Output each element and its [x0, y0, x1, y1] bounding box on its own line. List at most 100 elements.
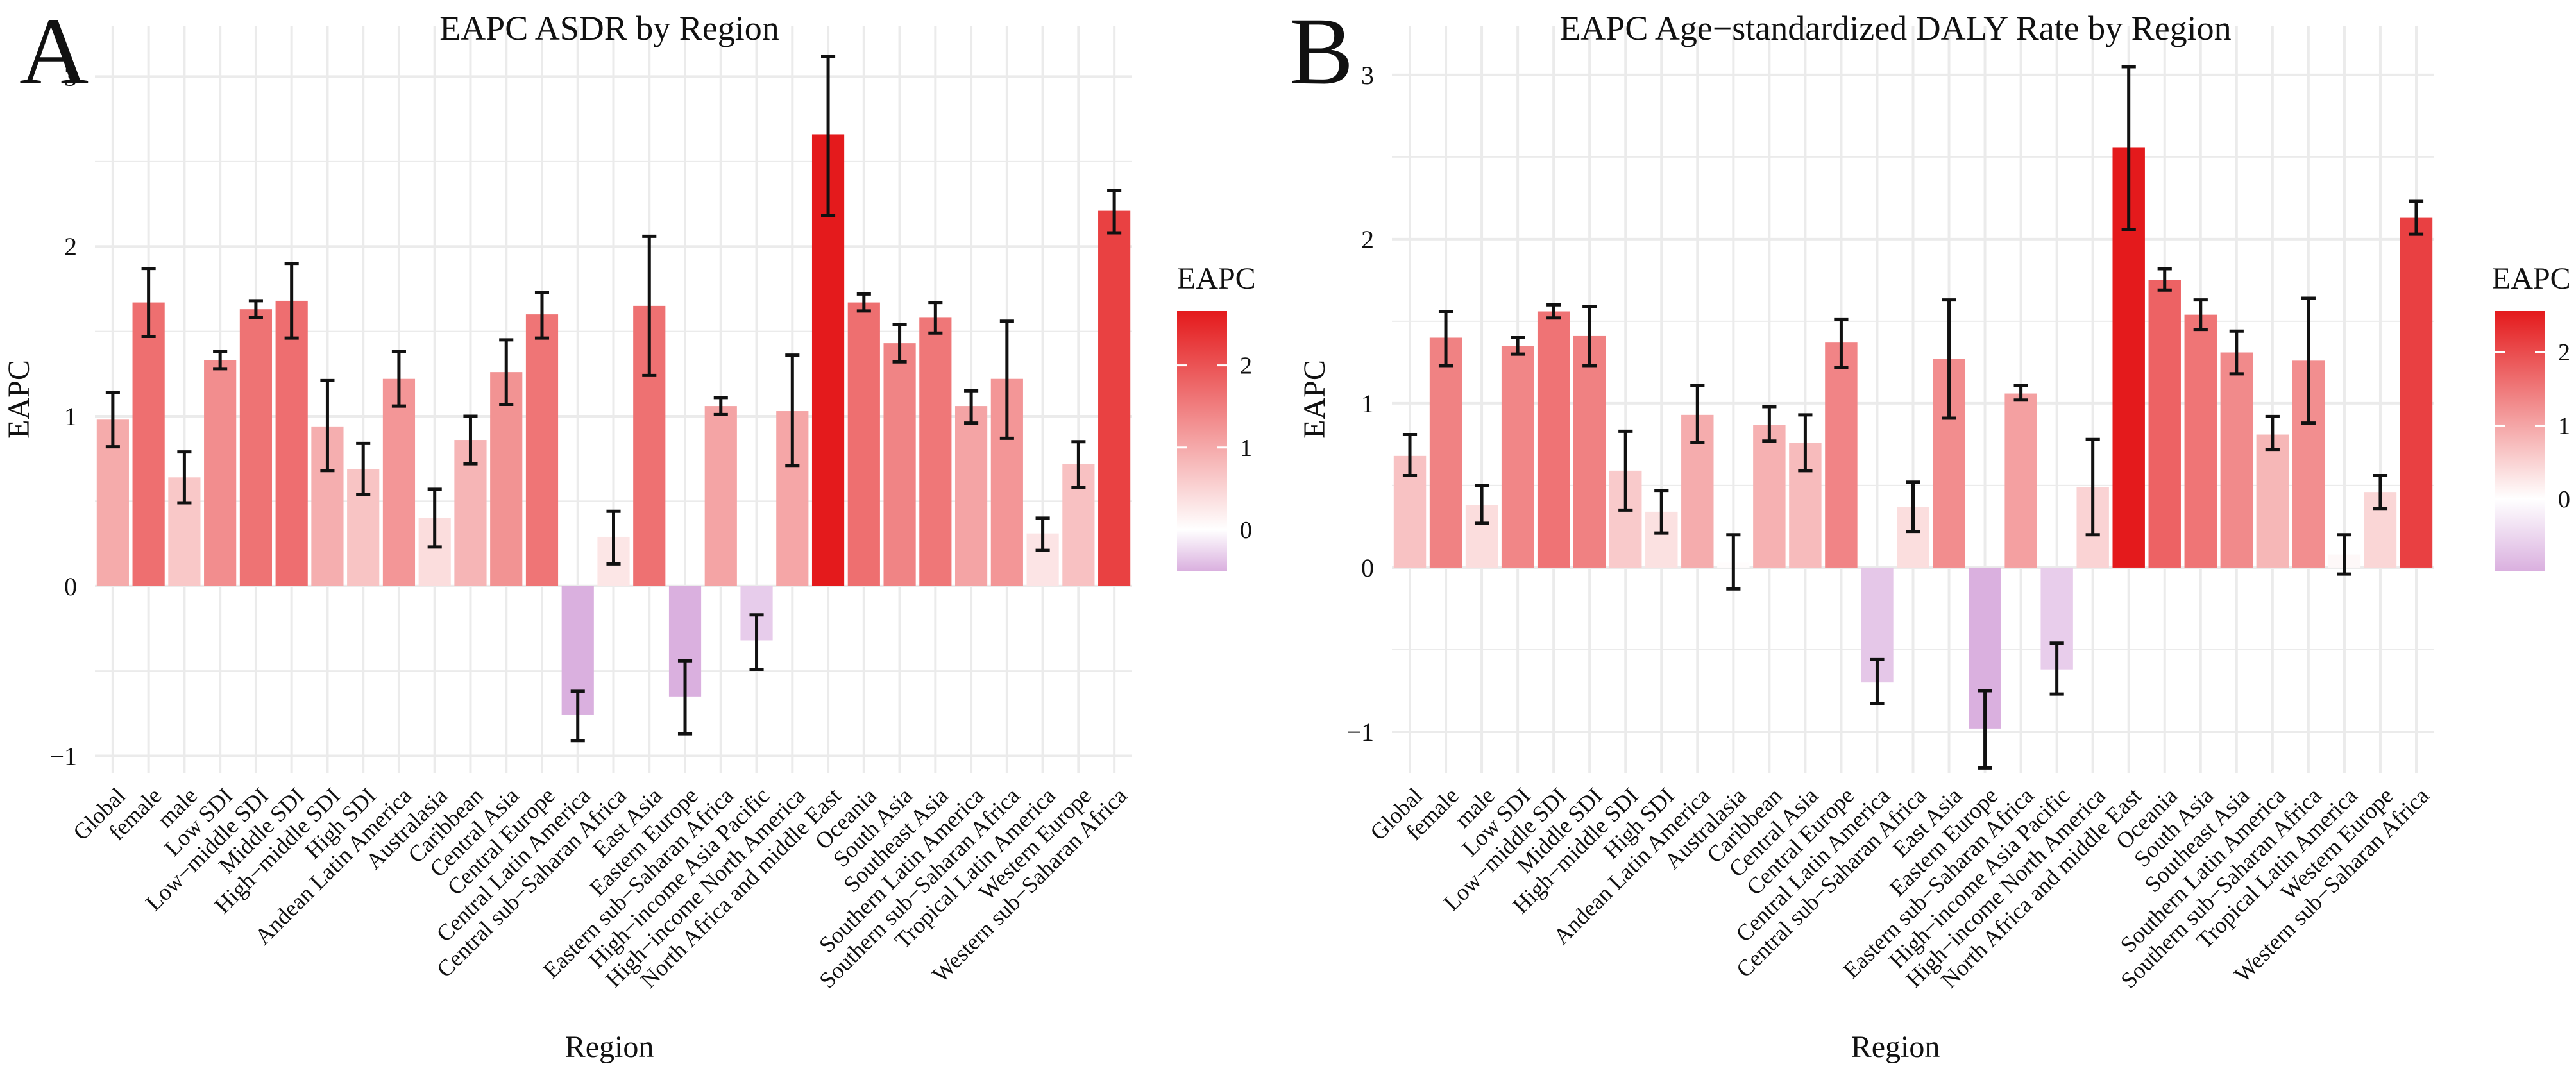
- legend-tick-label: 2: [1240, 353, 1252, 380]
- error-bar-oceania: [2157, 267, 2172, 292]
- error-bar-eastern-europe: [1978, 689, 1992, 770]
- error-bar-high-sdi: [1654, 489, 1669, 535]
- panel-letter-b: B: [1289, 0, 1353, 105]
- legend-title: EAPC: [1177, 262, 1256, 296]
- error-bar-eastern-sub-saharan-africa: [2013, 384, 2028, 402]
- y-tick-label: 2: [1361, 225, 1374, 254]
- error-bar-high-income-north-america: [2085, 437, 2100, 537]
- error-bar-male: [177, 450, 192, 505]
- error-bar-north-africa-and-middle-east: [821, 55, 836, 218]
- error-bar-central-sub-saharan-africa: [1906, 480, 1920, 534]
- bar-eastern-sub-saharan-africa: [2004, 393, 2037, 568]
- bar-female: [132, 302, 165, 586]
- error-bar-caribbean: [463, 414, 478, 466]
- y-axis-label: EAPC: [2, 360, 36, 439]
- y-tick-label: 1: [1361, 389, 1374, 418]
- error-bar-southeast-asia: [928, 301, 943, 335]
- error-bar-high-sdi: [356, 441, 371, 496]
- error-bar-oceania: [856, 292, 871, 313]
- error-bar-central-sub-saharan-africa: [606, 509, 621, 566]
- error-bar-central-latin-america: [1870, 657, 1885, 705]
- error-bar-andean-latin-america: [1690, 384, 1705, 444]
- x-axis-label: Region: [565, 1030, 654, 1064]
- error-bar-central-europe: [534, 291, 550, 340]
- bar-low-middle-sdi: [239, 309, 273, 586]
- legend-tick-label: 0: [1240, 517, 1252, 544]
- error-bar-southeast-asia: [2229, 329, 2244, 376]
- legend-tick-label: 1: [2558, 412, 2570, 439]
- error-bar-tropical-latin-america: [1035, 516, 1050, 552]
- error-bar-low-middle-sdi: [248, 299, 263, 319]
- colorbar: [1177, 311, 1227, 571]
- legend-tick-label: 0: [2558, 486, 2570, 513]
- error-bar-tropical-latin-america: [2337, 533, 2352, 576]
- bar-middle-sdi: [275, 300, 308, 586]
- y-tick-label: −1: [1346, 718, 1374, 747]
- y-tick-label: 3: [1361, 61, 1374, 90]
- bar-southern-latin-america: [954, 406, 988, 586]
- bar-low-sdi: [204, 360, 237, 586]
- bar-oceania: [847, 302, 880, 586]
- error-bar-high-middle-sdi: [1618, 429, 1633, 512]
- error-bar-central-asia: [1798, 413, 1813, 473]
- panel-letter-a: A: [19, 0, 89, 105]
- bar-central-europe: [1825, 342, 1858, 568]
- bar-southeast-asia: [919, 317, 952, 586]
- bar-low-sdi: [1501, 346, 1534, 568]
- bar-western-sub-saharan-africa: [2400, 217, 2433, 568]
- error-bar-female: [1438, 310, 1453, 368]
- error-bar-eastern-europe: [677, 659, 693, 736]
- bar-low-middle-sdi: [1537, 311, 1570, 568]
- error-bar-western-sub-saharan-africa: [2409, 199, 2424, 236]
- bar-oceania: [2148, 280, 2181, 568]
- x-axis-label: Region: [1851, 1030, 1940, 1064]
- legend-tick-label: 1: [1240, 435, 1252, 462]
- error-bar-middle-sdi: [1582, 305, 1597, 368]
- error-bar-female: [141, 267, 156, 339]
- colorbar: [2495, 311, 2545, 571]
- error-bar-central-latin-america: [570, 689, 585, 743]
- colorbar-legend: EAPC 0 1 2: [2492, 262, 2571, 571]
- error-bar-global: [105, 391, 120, 449]
- error-bar-southern-sub-saharan-africa: [999, 319, 1014, 440]
- error-bar-eastern-sub-saharan-africa: [713, 396, 728, 416]
- error-bar-south-asia: [2193, 298, 2208, 332]
- bar-middle-sdi: [1573, 335, 1606, 568]
- y-tick-label: 3: [64, 62, 77, 91]
- chart-title: EAPC ASDR by Region: [439, 9, 779, 47]
- y-tick-label: 0: [1361, 553, 1374, 582]
- error-bar-east-asia: [642, 234, 657, 377]
- y-tick-label: 1: [64, 402, 77, 431]
- bar-central-asia: [490, 372, 523, 586]
- error-bar-north-africa-and-middle-east: [2121, 65, 2136, 231]
- bar-central-europe: [525, 314, 559, 586]
- error-bar-global: [1402, 433, 1418, 478]
- error-bar-western-europe: [1071, 440, 1086, 489]
- error-bar-high-middle-sdi: [320, 378, 335, 473]
- bar-south-asia: [2184, 314, 2217, 568]
- error-bar-andean-latin-america: [391, 350, 406, 408]
- error-bar-southern-sub-saharan-africa: [2301, 296, 2316, 425]
- y-axis-label: EAPC: [1298, 360, 1332, 439]
- error-bar-south-asia: [892, 323, 907, 364]
- bar-southern-latin-america: [2256, 434, 2289, 568]
- error-bar-southern-latin-america: [2265, 414, 2280, 452]
- error-bar-high-income-asia-pacific: [749, 613, 764, 671]
- error-bar-southern-latin-america: [964, 389, 979, 425]
- error-bar-low-middle-sdi: [1546, 303, 1561, 320]
- error-bar-central-europe: [1834, 317, 1849, 369]
- error-bar-australasia: [427, 487, 442, 549]
- colorbar-legend: EAPC 0 1 2: [1177, 262, 1256, 571]
- error-bar-caribbean: [1762, 405, 1777, 443]
- bar-south-asia: [883, 343, 916, 586]
- bar-andean-latin-america: [382, 378, 416, 586]
- legend-tick-label: 2: [2558, 339, 2570, 366]
- error-bar-central-asia: [499, 338, 514, 406]
- error-bar-male: [1474, 484, 1489, 525]
- y-tick-label: −1: [49, 742, 77, 771]
- bar-southeast-asia: [2220, 352, 2253, 568]
- error-bar-western-europe: [2373, 474, 2388, 511]
